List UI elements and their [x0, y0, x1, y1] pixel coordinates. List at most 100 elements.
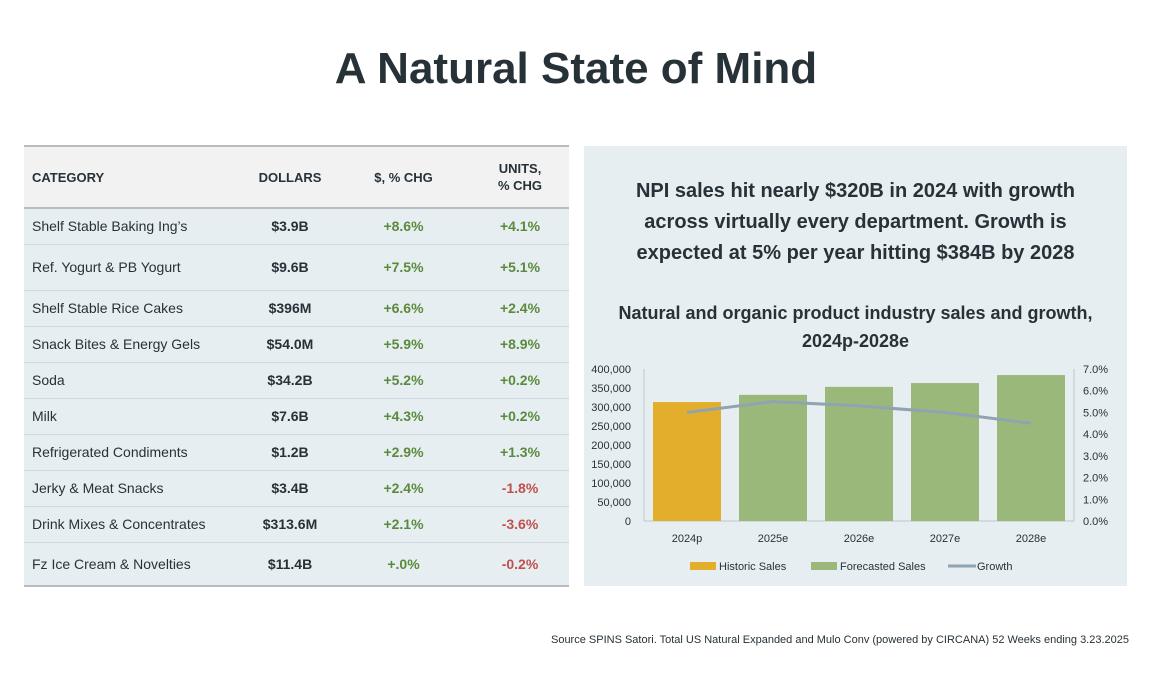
forecasted-sales-bar — [739, 394, 807, 521]
cell-dollars-chg: +5.2% — [383, 372, 424, 388]
y-left-tick-label: 400,000 — [591, 364, 631, 376]
cell-category: Shelf Stable Baking Ing’s — [32, 218, 188, 235]
legend-label-growth: Growth — [977, 561, 1012, 573]
table-row: Soda $34.2B +5.2% +0.2% — [24, 362, 569, 398]
headline-line-3: expected at 5% per year hitting $384B by… — [636, 242, 1075, 264]
forecasted-sales-bar — [911, 383, 979, 521]
cell-dollars-chg: +4.3% — [383, 408, 424, 424]
header-category: CATEGORY — [24, 147, 244, 209]
x-tick-label: 2024p — [672, 533, 703, 545]
y-left-tick-label: 200,000 — [591, 440, 631, 452]
table-row: Shelf Stable Baking Ing’s $3.9B +8.6% +4.1% — [24, 208, 569, 244]
forecasted-sales-bar — [997, 375, 1065, 521]
cell-dollars-chg: +6.6% — [383, 300, 424, 316]
table-row: Fz Ice Cream & Novelties $11.4B +.0% -0.2% — [24, 542, 569, 586]
cell-units-chg: +4.1% — [499, 218, 541, 235]
y-right-tick-label: 6.0% — [1083, 386, 1108, 398]
cell-category: Refrigerated Condiments — [32, 444, 188, 460]
cell-dollars: $54.0M — [266, 336, 314, 352]
cell-category: Drink Mixes & Concentrates — [32, 516, 206, 532]
chart-title-line-1: Natural and organic product industry sal… — [618, 303, 1093, 323]
cell-units-chg: -3.6% — [501, 516, 539, 532]
sales-growth-chart: 0 50,000 100,000 150,000 200,000 250,000 300,0… — [591, 364, 1108, 573]
insight-panel: NPI sales hit nearly $320B in 2024 with … — [584, 146, 1127, 586]
table-row: Jerky & Meat Snacks $3.4B +2.4% -1.8% — [24, 470, 569, 506]
cell-category: Shelf Stable Rice Cakes — [32, 300, 183, 316]
cell-dollars: $3.4B — [271, 480, 309, 496]
cell-dollars: $7.6B — [271, 408, 309, 424]
header-dollars-chg: $, % CHG — [336, 147, 471, 209]
y-right-tick-label: 1.0% — [1083, 494, 1108, 506]
cell-dollars: $313.6M — [262, 516, 318, 532]
source-note: Source SPINS Satori. Total US Natural Ex… — [550, 634, 1129, 646]
page-title: A Natural State of Mind — [334, 44, 818, 93]
cell-units-chg: +8.9% — [499, 336, 541, 352]
y-left-tick-label: 0 — [625, 516, 631, 528]
cell-category: Fz Ice Cream & Novelties — [32, 556, 191, 573]
cell-units-chg: +1.3% — [499, 444, 541, 460]
cell-dollars-chg: +.0% — [387, 556, 420, 573]
table-row: Ref. Yogurt & PB Yogurt $9.6B +7.5% +5.1% — [24, 244, 569, 290]
chart-title-line-2: 2024p-2028e — [801, 331, 910, 351]
cell-category: Ref. Yogurt & PB Yogurt — [32, 259, 181, 275]
cell-dollars-chg: +8.6% — [383, 218, 424, 235]
historic-sales-bar — [653, 402, 721, 521]
cell-dollars-chg: +7.5% — [383, 259, 424, 275]
header-units-chg-line2: % CHG — [497, 178, 543, 193]
forecasted-sales-bar — [825, 386, 893, 521]
legend-swatch-historic-sales — [690, 562, 716, 570]
y-left-tick-label: 50,000 — [597, 497, 631, 509]
panel-headline: NPI sales hit nearly $320B in 2024 with … — [594, 176, 1117, 269]
table-row: Refrigerated Condiments $1.2B +2.9% +1.3% — [24, 434, 569, 470]
cell-dollars-chg: +2.4% — [383, 480, 424, 496]
header-units-chg: UNITS, % CHG — [471, 147, 569, 209]
cell-category: Snack Bites & Energy Gels — [32, 336, 201, 352]
growth-line — [686, 400, 1032, 425]
y-left-tick-label: 300,000 — [591, 402, 631, 414]
headline-line-1: NPI sales hit nearly $320B in 2024 with … — [635, 180, 1076, 202]
x-tick-label: 2026e — [844, 533, 875, 545]
cell-units-chg: +2.4% — [499, 300, 541, 316]
cell-dollars: $11.4B — [267, 556, 313, 573]
y-right-tick-label: 4.0% — [1083, 429, 1108, 441]
cell-category: Soda — [32, 372, 65, 388]
y-right-tick-label: 7.0% — [1083, 364, 1108, 376]
cell-units-chg: +5.1% — [499, 259, 541, 275]
y-left-tick-label: 100,000 — [591, 478, 631, 490]
table-row: Snack Bites & Energy Gels $54.0M +5.9% +8.9… — [24, 326, 569, 362]
y-right-tick-label: 3.0% — [1083, 451, 1108, 463]
cell-units-chg: -1.8% — [501, 480, 539, 496]
y-left-tick-label: 350,000 — [591, 383, 631, 395]
cell-units-chg: +0.2% — [499, 372, 541, 388]
header-dollars: DOLLARS — [244, 147, 336, 209]
legend-label-forecasted-sales: Forecasted Sales — [840, 561, 926, 573]
cell-category: Milk — [32, 408, 57, 424]
cell-dollars: $3.9B — [271, 218, 309, 235]
y-right-tick-label: 2.0% — [1083, 473, 1108, 485]
table-row: Milk $7.6B +4.3% +0.2% — [24, 398, 569, 434]
cell-dollars-chg: +2.1% — [383, 516, 424, 532]
x-tick-label: 2028e — [1016, 533, 1047, 545]
header-units-chg-line1: UNITS, — [498, 161, 542, 176]
x-tick-label: 2025e — [758, 533, 789, 545]
cell-category: Jerky & Meat Snacks — [32, 480, 164, 496]
legend-swatch-forecasted-sales — [811, 562, 837, 570]
table-row: Drink Mixes & Concentrates $313.6M +2.1% -3… — [24, 506, 569, 542]
table-row: Shelf Stable Rice Cakes $396M +6.6% +2.4% — [24, 290, 569, 326]
category-table-grid: CATEGORY DOLLARS $, % CHG UNITS, % CHG Sh… — [24, 147, 569, 586]
legend-label-historic-sales: Historic Sales — [719, 561, 787, 573]
y-right-tick-label: 5.0% — [1083, 407, 1108, 419]
table-header-row: CATEGORY DOLLARS $, % CHG UNITS, % CHG — [24, 147, 569, 209]
category-table: CATEGORY DOLLARS $, % CHG UNITS, % CHG Sh… — [24, 145, 569, 587]
chart-title: Natural and organic product industry sal… — [594, 299, 1117, 355]
cell-dollars: $34.2B — [267, 372, 313, 388]
cell-dollars: $1.2B — [271, 444, 309, 460]
y-left-tick-label: 150,000 — [591, 459, 631, 471]
headline-line-2: across virtually every department. Growt… — [644, 211, 1067, 233]
x-tick-label: 2027e — [930, 533, 961, 545]
cell-units-chg: -0.2% — [501, 556, 539, 573]
cell-dollars-chg: +5.9% — [383, 336, 424, 352]
cell-dollars-chg: +2.9% — [383, 444, 424, 460]
cell-dollars: $396M — [268, 300, 312, 316]
y-right-tick-label: 0.0% — [1083, 516, 1108, 528]
